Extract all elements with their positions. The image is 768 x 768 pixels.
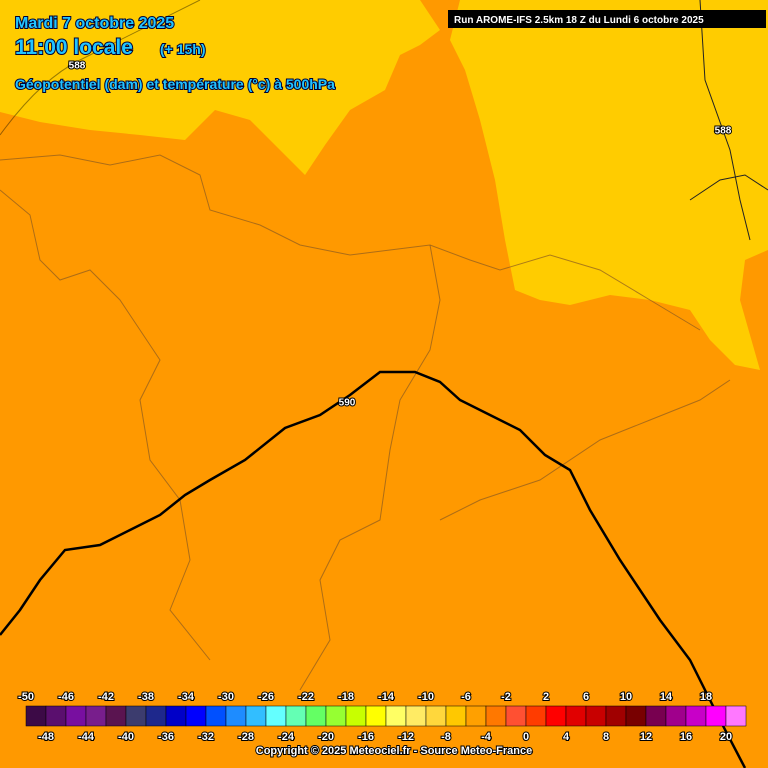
date: Mardi 7 octobre 2025 (15, 15, 174, 32)
legend-box (505, 705, 527, 727)
legend-label: -6 (461, 691, 471, 703)
legend-box (405, 705, 427, 727)
legend-box (125, 705, 147, 727)
legend-box (385, 705, 407, 727)
legend-label: -36 (158, 731, 174, 743)
legend-label: -20 (318, 731, 334, 743)
legend-box (545, 705, 567, 727)
legend-label: -32 (198, 731, 214, 743)
legend-box (225, 705, 247, 727)
legend-box (705, 705, 727, 727)
border (439, 379, 731, 521)
legend-box (525, 705, 547, 727)
legend-label: -4 (481, 731, 492, 743)
legend-label: 18 (700, 691, 712, 703)
legend-box (105, 705, 127, 727)
legend-label: -34 (178, 691, 195, 703)
legend-label: -42 (98, 691, 114, 703)
border (0, 189, 211, 661)
legend-label: 16 (680, 731, 692, 743)
legend-label: -28 (238, 731, 254, 743)
lead: (+ 15h) (160, 41, 206, 57)
legend-label: 2 (543, 691, 549, 703)
contour-label: 590 (339, 398, 356, 409)
border (299, 244, 441, 691)
legend-box (45, 705, 67, 727)
run: Run AROME-IFS 2.5km 18 Z du Lundi 6 octo… (454, 15, 704, 26)
legend-label: 0 (523, 731, 529, 743)
legend-label: 14 (660, 691, 673, 703)
contour-label: 588 (69, 61, 86, 72)
legend-box (345, 705, 367, 727)
legend-label: -26 (258, 691, 274, 703)
border (0, 154, 701, 331)
legend-box (565, 705, 587, 727)
legend-label: -12 (398, 731, 414, 743)
contour-588 (0, 0, 201, 136)
legend-box (725, 705, 747, 727)
legend-label: -38 (138, 691, 154, 703)
subtitle: Géopotentiel (dam) et température (°c) à… (15, 76, 335, 92)
legend-label: 12 (640, 731, 652, 743)
copyright: Copyright © 2025 Meteociel.fr - Source M… (256, 745, 532, 757)
legend-box (85, 705, 107, 727)
legend-box (245, 705, 267, 727)
border (689, 0, 768, 241)
legend-label: -46 (58, 691, 74, 703)
legend-label: -8 (441, 731, 451, 743)
run-box (448, 10, 766, 28)
legend-label: 8 (603, 731, 609, 743)
legend-label: 20 (720, 731, 732, 743)
legend-label: -24 (278, 731, 295, 743)
legend-box (165, 705, 187, 727)
legend-box (645, 705, 667, 727)
legend-label: -30 (218, 691, 234, 703)
legend-box (685, 705, 707, 727)
legend-label: 6 (583, 691, 589, 703)
legend-box (185, 705, 207, 727)
legend-label: -50 (18, 691, 34, 703)
legend-label: -10 (418, 691, 434, 703)
legend-box (265, 705, 287, 727)
legend-box (305, 705, 327, 727)
legend-box (65, 705, 87, 727)
contour-label: 588 (715, 126, 732, 137)
legend-label: -18 (338, 691, 354, 703)
legend: -50-48-46-44-42-40-38-36-34-32-30-28-26-… (17, 690, 747, 744)
legend-label: -40 (118, 731, 134, 743)
legend-box (285, 705, 307, 727)
time: 11:00 locale (15, 36, 133, 59)
legend-label: -22 (298, 691, 314, 703)
legend-box (665, 705, 687, 727)
legend-box (205, 705, 227, 727)
contour-590 (0, 370, 747, 768)
legend-label: 4 (563, 731, 570, 743)
legend-box (325, 705, 347, 727)
legend-box (25, 705, 47, 727)
field-yellow (0, 0, 440, 175)
legend-box (365, 705, 387, 727)
legend-box (485, 705, 507, 727)
legend-box (445, 705, 467, 727)
legend-label: -44 (78, 731, 95, 743)
legend-box (145, 705, 167, 727)
legend-box (585, 705, 607, 727)
legend-label: -14 (378, 691, 395, 703)
legend-box (465, 705, 487, 727)
legend-label: -48 (38, 731, 54, 743)
legend-box (425, 705, 447, 727)
legend-label: -2 (501, 691, 511, 703)
legend-box (605, 705, 627, 727)
legend-label: 10 (620, 691, 632, 703)
legend-label: -16 (358, 731, 374, 743)
field-yellow (450, 0, 768, 370)
legend-box (625, 705, 647, 727)
